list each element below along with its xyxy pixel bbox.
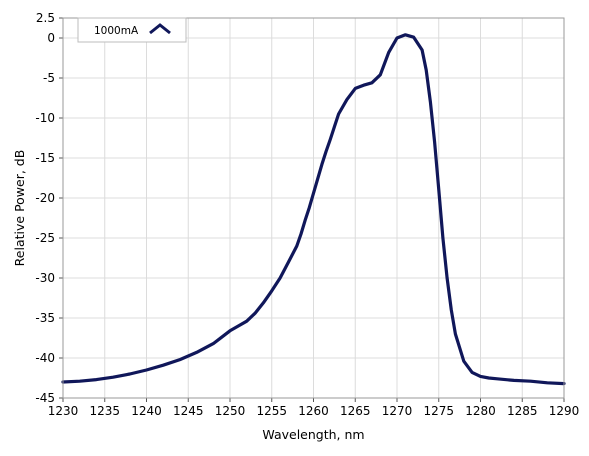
x-tick-label: 1245 bbox=[173, 404, 204, 418]
y-tick-label: -30 bbox=[35, 271, 55, 285]
x-tick-label: 1285 bbox=[507, 404, 538, 418]
x-tick-label: 1290 bbox=[549, 404, 580, 418]
y-tick-label: -45 bbox=[35, 391, 55, 405]
y-tick-label: 2.5 bbox=[36, 11, 55, 25]
legend-swatch-icon bbox=[149, 23, 171, 35]
y-tick-label: -35 bbox=[35, 311, 55, 325]
y-tick-label: -25 bbox=[35, 231, 55, 245]
plot-frame bbox=[62, 17, 565, 399]
y-tick-label: 0 bbox=[47, 31, 55, 45]
y-axis-title: Relative Power, dB bbox=[12, 150, 27, 267]
x-tick-label: 1275 bbox=[423, 404, 454, 418]
legend-label: 1000mA bbox=[94, 25, 139, 37]
series-line bbox=[61, 33, 566, 386]
x-tick-label: 1240 bbox=[131, 404, 162, 418]
x-tick-label: 1235 bbox=[89, 404, 120, 418]
x-tick-label: 1230 bbox=[48, 404, 79, 418]
x-tick-label: 1265 bbox=[340, 404, 371, 418]
x-axis-title: Wavelength, nm bbox=[262, 427, 364, 442]
y-tick-label: -10 bbox=[35, 111, 55, 125]
series-layer bbox=[61, 33, 566, 386]
x-tick-label: 1270 bbox=[382, 404, 413, 418]
y-tick-label: -15 bbox=[35, 151, 55, 165]
y-tick-label: -20 bbox=[35, 191, 55, 205]
legend: 1000mA bbox=[77, 17, 187, 43]
y-tick-label: -5 bbox=[43, 71, 55, 85]
x-tick-label: 1260 bbox=[298, 404, 329, 418]
y-tick-label: -40 bbox=[35, 351, 55, 365]
x-tick-label: 1250 bbox=[215, 404, 246, 418]
tick-labels: 1230 1235 1240 1245 1250 1255 1260 1265 1270 1275… bbox=[35, 11, 579, 418]
x-tick-label: 1255 bbox=[256, 404, 287, 418]
x-tick-label: 1280 bbox=[465, 404, 496, 418]
